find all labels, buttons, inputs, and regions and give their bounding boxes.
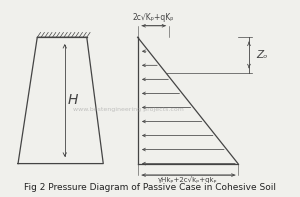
Text: H: H [68,93,78,107]
Text: γHkₚ+2c√kₚ+qkₚ: γHkₚ+2c√kₚ+qkₚ [158,176,217,183]
Text: www.bestengineering projects.com: www.bestengineering projects.com [73,108,183,112]
Text: Zₒ: Zₒ [256,50,267,60]
Text: 2c√Kₚ+qKₚ: 2c√Kₚ+qKₚ [132,13,174,21]
Text: Fig 2 Pressure Diagram of Passive Case in Cohesive Soil: Fig 2 Pressure Diagram of Passive Case i… [24,183,276,192]
